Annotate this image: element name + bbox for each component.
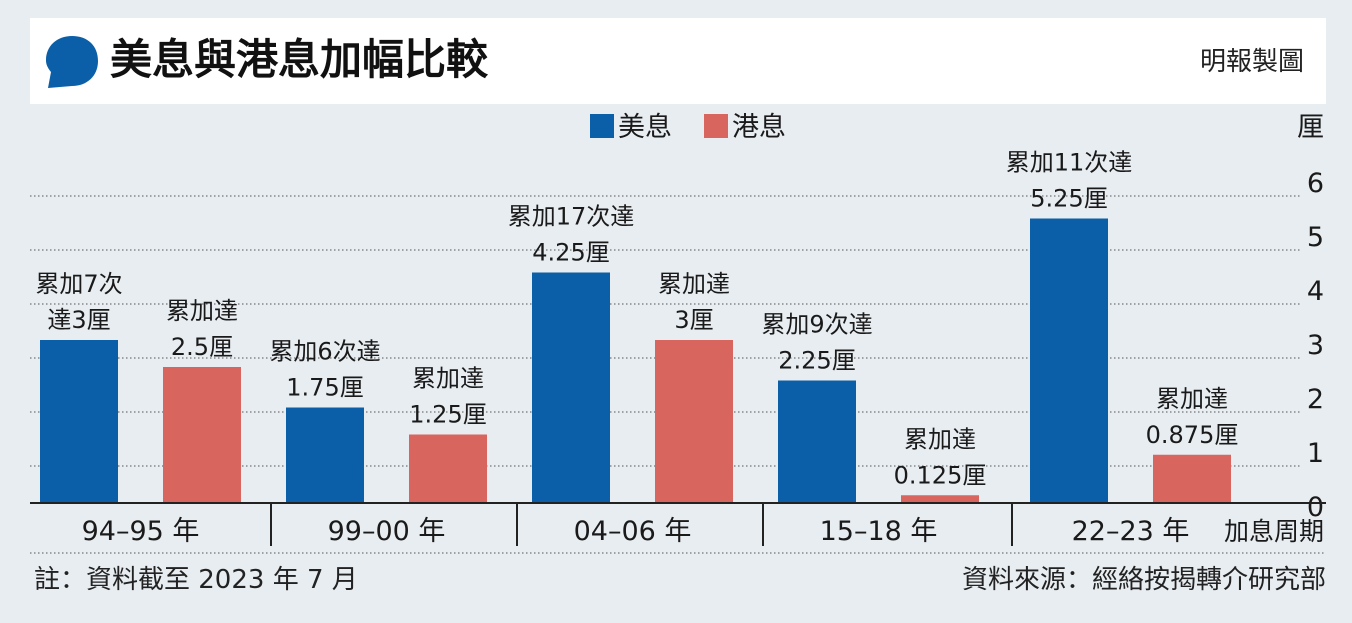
axes: 0 1 2 3 4 5 6 厘 94–95 年 99–00 年 04–06 年 15–18 年 22–2… [30,112,1326,554]
data-label: 累加達 [412,365,484,393]
data-label: 累加11次達 [1006,149,1133,177]
x-tick-label: 04–06 年 [574,516,692,547]
data-label: 1.25厘 [409,401,486,429]
y-tick-label: 6 [1307,168,1324,199]
x-tick-label: 22–23 年 [1072,516,1190,547]
data-label: 2.5厘 [171,333,233,361]
data-label: 5.25厘 [1030,185,1107,213]
y-tick-label: 1 [1307,438,1324,469]
bar-hk [409,434,487,502]
data-label: 達3厘 [47,306,110,334]
y-tick-label: 0 [1307,492,1324,523]
bar-us [40,340,118,502]
bar-us [1030,218,1108,502]
data-label: 3厘 [674,306,713,334]
legend-swatch-hk [704,114,728,138]
x-tick-label: 99–00 年 [328,516,446,547]
bars [40,218,1231,502]
legend-label: 港息 [732,112,786,143]
data-label: 累加達 [1156,385,1228,413]
legend: 美息 港息 [590,112,786,143]
bar-us [286,407,364,502]
bar-hk [655,340,733,502]
header-band: 美息與港息加幅比較 明報製圖 [30,18,1326,104]
x-axis-label: 加息周期 [1224,517,1324,546]
data-label: 累加達 [658,270,730,298]
legend-label: 美息 [618,112,672,143]
y-tick-label: 3 [1307,330,1324,361]
footnote: 註：資料截至 2023 年 7 月 [34,565,358,595]
source-note: 資料來源：經絡按揭轉介研究部 [961,565,1326,595]
bar-hk [901,495,979,502]
bar-us [532,272,610,502]
data-label: 累加7次 [35,270,122,298]
bar-hk [1153,454,1231,502]
data-label: 1.75厘 [286,374,363,402]
data-label: 累加9次達 [761,311,872,339]
data-label: 2.25厘 [778,347,855,375]
data-label: 4.25厘 [532,239,609,267]
y-axis-unit: 厘 [1297,112,1324,143]
credit-label: 明報製圖 [1199,47,1304,77]
chart-title: 美息與港息加幅比較 [110,35,489,84]
data-label: 0.875厘 [1146,421,1239,449]
y-tick-label: 5 [1307,222,1324,253]
speech-bubble-icon [46,36,98,88]
x-tick-label: 15–18 年 [820,516,938,547]
y-tick-label: 4 [1307,276,1324,307]
data-label: 累加達 [904,425,976,453]
data-label: 累加17次達 [508,203,635,231]
data-label: 累加6次達 [269,338,380,366]
bar-hk [163,367,241,502]
y-tick-label: 2 [1307,384,1324,415]
data-label: 累加達 [166,297,238,325]
data-label: 0.125厘 [894,461,987,489]
legend-swatch-us [590,114,614,138]
bar-us [778,380,856,502]
x-tick-label: 94–95 年 [82,516,200,547]
